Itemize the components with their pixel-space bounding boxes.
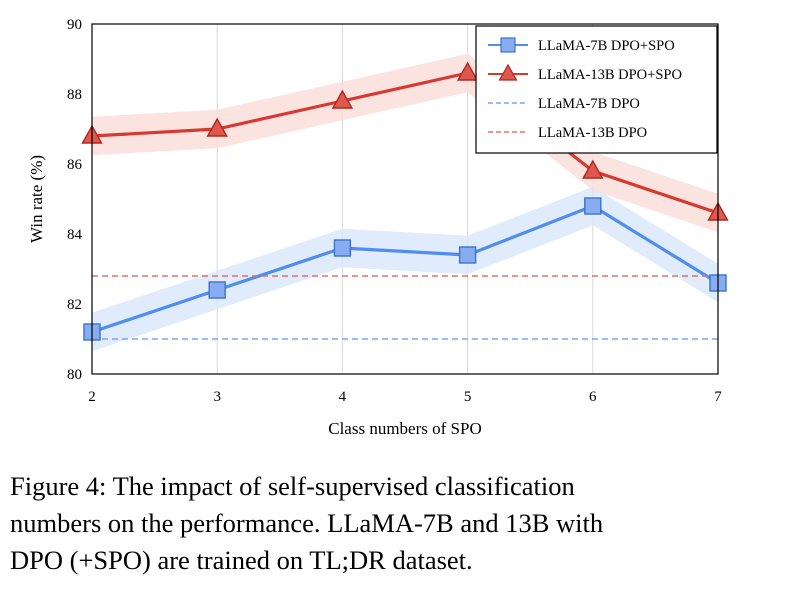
data-point-triangle — [206, 117, 228, 137]
legend-label: LLaMA-13B DPO — [538, 125, 647, 141]
data-point-triangle — [582, 159, 604, 179]
caption-line-1: Figure 4: The impact of self-supervised … — [10, 471, 575, 501]
y-tick-label: 90 — [67, 17, 82, 33]
legend-label: LLaMA-7B DPO+SPO — [538, 38, 675, 54]
legend-square-icon — [500, 37, 516, 53]
y-tick-label: 86 — [67, 157, 83, 173]
x-tick-label: 3 — [213, 389, 221, 405]
x-tick-label: 5 — [464, 389, 472, 405]
y-tick-label: 82 — [67, 297, 82, 313]
x-tick-label: 2 — [88, 389, 96, 405]
y-tick-label: 84 — [67, 227, 83, 243]
caption-line-3: DPO (+SPO) are trained on TL;DR dataset. — [10, 545, 473, 575]
chart-series-lines — [91, 71, 719, 340]
series-line — [91, 71, 719, 215]
y-tick-labels: 80 82 84 86 88 90 — [67, 17, 83, 383]
series-line — [91, 204, 719, 334]
x-tick-label: 6 — [589, 389, 597, 405]
legend-label: LLaMA-13B DPO+SPO — [538, 67, 682, 83]
data-point-triangle — [456, 61, 479, 81]
data-point-square — [584, 197, 602, 215]
figure-caption: Figure 4: The impact of self-supervised … — [10, 468, 785, 579]
data-point-square — [458, 246, 477, 264]
y-tick-label: 88 — [67, 87, 82, 103]
x-tick-label: 7 — [714, 389, 722, 405]
legend: LLaMA-7B DPO+SPO LLaMA-13B DPO+SPO LLaMA-7… — [475, 25, 718, 154]
y-tick-label: 80 — [67, 367, 82, 383]
x-axis-label: Class numbers of SPO — [328, 419, 481, 438]
data-point-square — [208, 281, 226, 299]
x-tick-labels: 2 3 4 5 6 7 — [88, 389, 722, 405]
data-point-square — [333, 239, 352, 257]
plot-frame — [91, 23, 719, 375]
caption-line-2: numbers on the performance. LLaMA-7B and… — [10, 508, 604, 538]
legend-box — [475, 25, 718, 154]
data-point-triangle — [331, 89, 354, 109]
chart: 2 3 4 5 6 7 80 82 84 86 88 90 Class numbers of SPO… — [27, 17, 729, 438]
series-band — [92, 53, 718, 233]
legend-triangle-icon — [498, 63, 518, 81]
x-tick-label: 4 — [339, 389, 347, 405]
chart-confidence-bands — [92, 53, 718, 352]
series-band — [92, 186, 718, 352]
y-axis-label: Win rate (%) — [27, 155, 46, 243]
legend-label: LLaMA-7B DPO — [538, 96, 640, 112]
